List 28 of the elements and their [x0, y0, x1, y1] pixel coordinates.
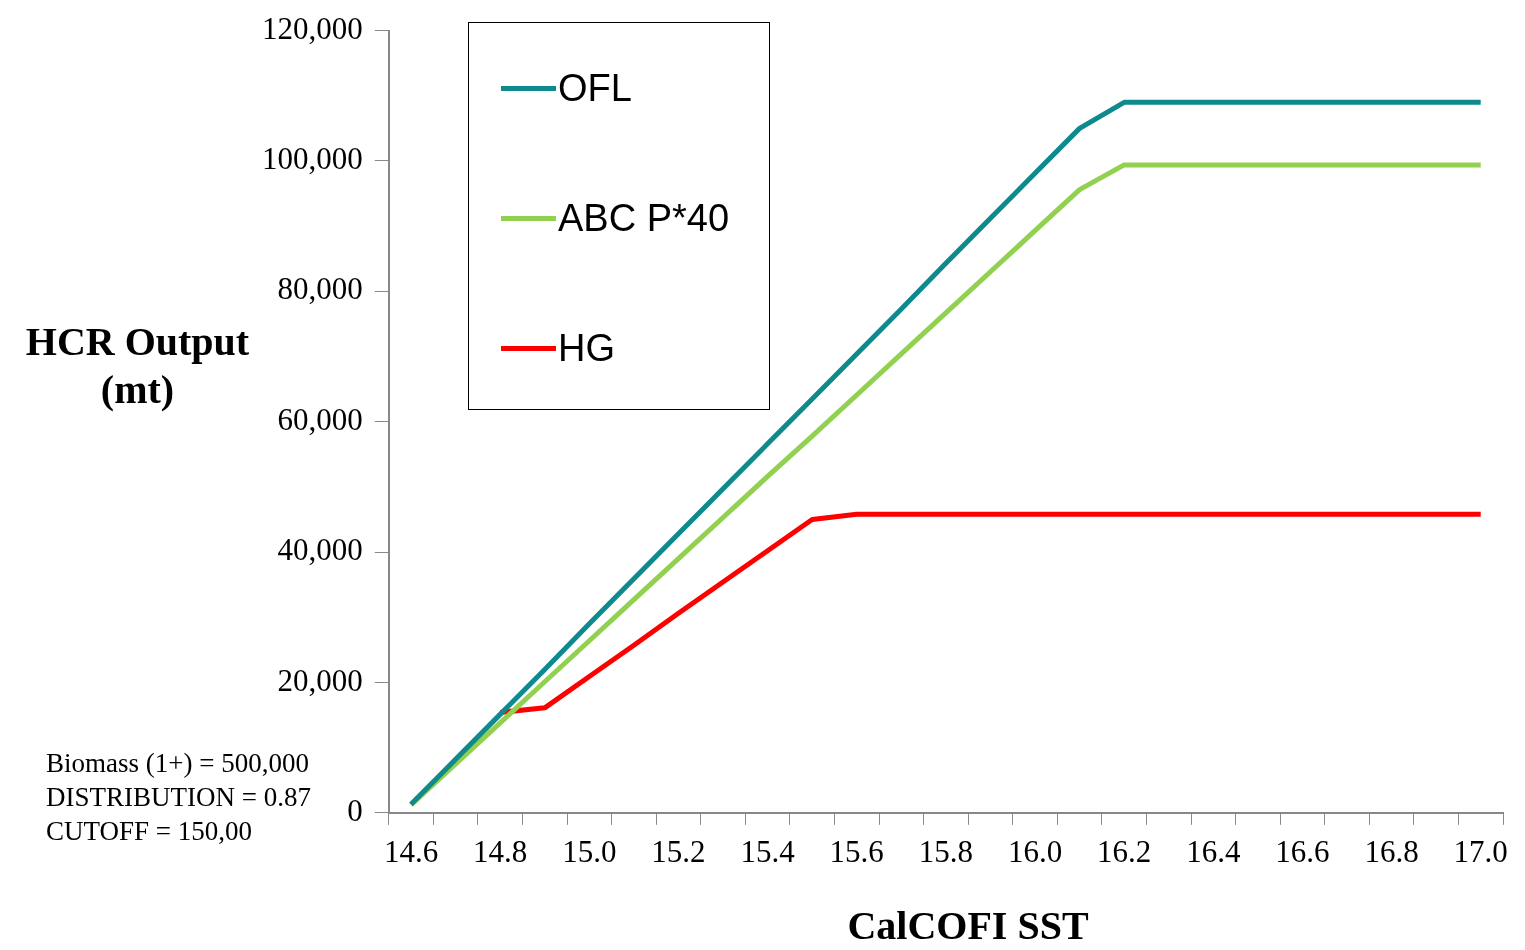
text: DISTRIBUTION = 0.87 [46, 781, 311, 814]
x-tick-label: 14.8 [473, 833, 528, 869]
x-axis-title: CalCOFI SST [846, 902, 1090, 949]
x-tick-label: 17.0 [1453, 833, 1508, 869]
x-tick-label: 14.6 [383, 833, 439, 869]
y-tick-label: 0 [347, 792, 363, 828]
x-tick-label: 15.2 [651, 833, 706, 869]
x-tick-label: 15.4 [740, 833, 796, 869]
x-tick-label: 15.0 [562, 833, 617, 869]
y-tick-label: 120,000 [262, 10, 363, 46]
x-tick-label: 16.8 [1364, 833, 1419, 869]
x-tick-label: 15.6 [829, 833, 884, 869]
x-tick-label: 16.4 [1186, 833, 1241, 869]
x-tick-label: 16.0 [1007, 833, 1063, 869]
legend-label: ABC P*40 [558, 196, 730, 240]
y-tick-label: 100,000 [262, 141, 363, 177]
y-tick-label: 20,000 [277, 662, 363, 698]
x-tick-label: 16.6 [1275, 833, 1330, 869]
legend-label: OFL [558, 66, 632, 110]
y-tick-label: 60,000 [277, 401, 363, 437]
y-axis-title: HCR Output (mt) [24, 318, 251, 414]
y-tick-label: 80,000 [277, 271, 363, 307]
y-tick-label: 40,000 [277, 532, 363, 568]
text: Biomass (1+) = 500,000 [46, 747, 310, 780]
text: CUTOFF = 150,00 [46, 815, 254, 848]
x-tick-label: 16.2 [1097, 833, 1152, 869]
legend-label: HG [558, 326, 615, 370]
x-tick-label: 15.8 [918, 833, 973, 869]
